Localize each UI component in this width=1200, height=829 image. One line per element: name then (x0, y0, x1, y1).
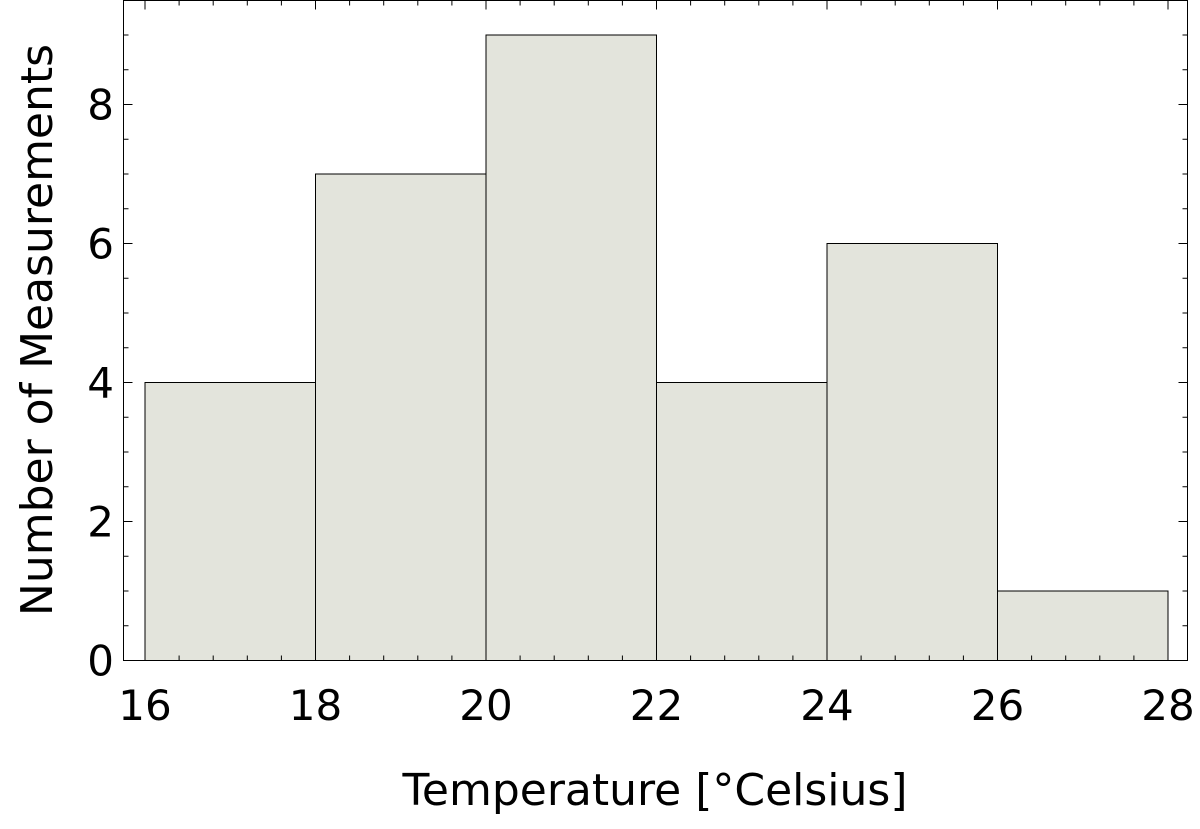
histogram-bar (485, 34, 657, 661)
ticks-group (123, 0, 1188, 661)
y-tick-label: 0 (87, 637, 114, 686)
histogram-bar (997, 590, 1169, 661)
histogram-bar (656, 382, 828, 661)
x-axis-label: Temperature [°Celsius] (401, 765, 907, 816)
histogram-bar (315, 173, 487, 661)
x-tick-label: 22 (630, 681, 683, 730)
x-tick-label: 24 (800, 681, 853, 730)
y-tick-label: 6 (87, 220, 114, 269)
bars-group (144, 34, 1169, 661)
y-tick-label: 8 (87, 81, 114, 130)
x-tick-label: 26 (971, 681, 1024, 730)
y-tick-label: 2 (87, 498, 114, 547)
x-tick-label: 16 (118, 681, 171, 730)
x-tick-label: 20 (459, 681, 512, 730)
y-tick-label: 4 (87, 359, 114, 408)
y-axis-label: Number of Measurements (12, 44, 63, 616)
plot-frame (123, 0, 1188, 661)
histogram-bar (826, 243, 998, 661)
histogram-bar (144, 382, 316, 661)
x-tick-label: 28 (1141, 681, 1194, 730)
x-tick-label: 18 (289, 681, 342, 730)
